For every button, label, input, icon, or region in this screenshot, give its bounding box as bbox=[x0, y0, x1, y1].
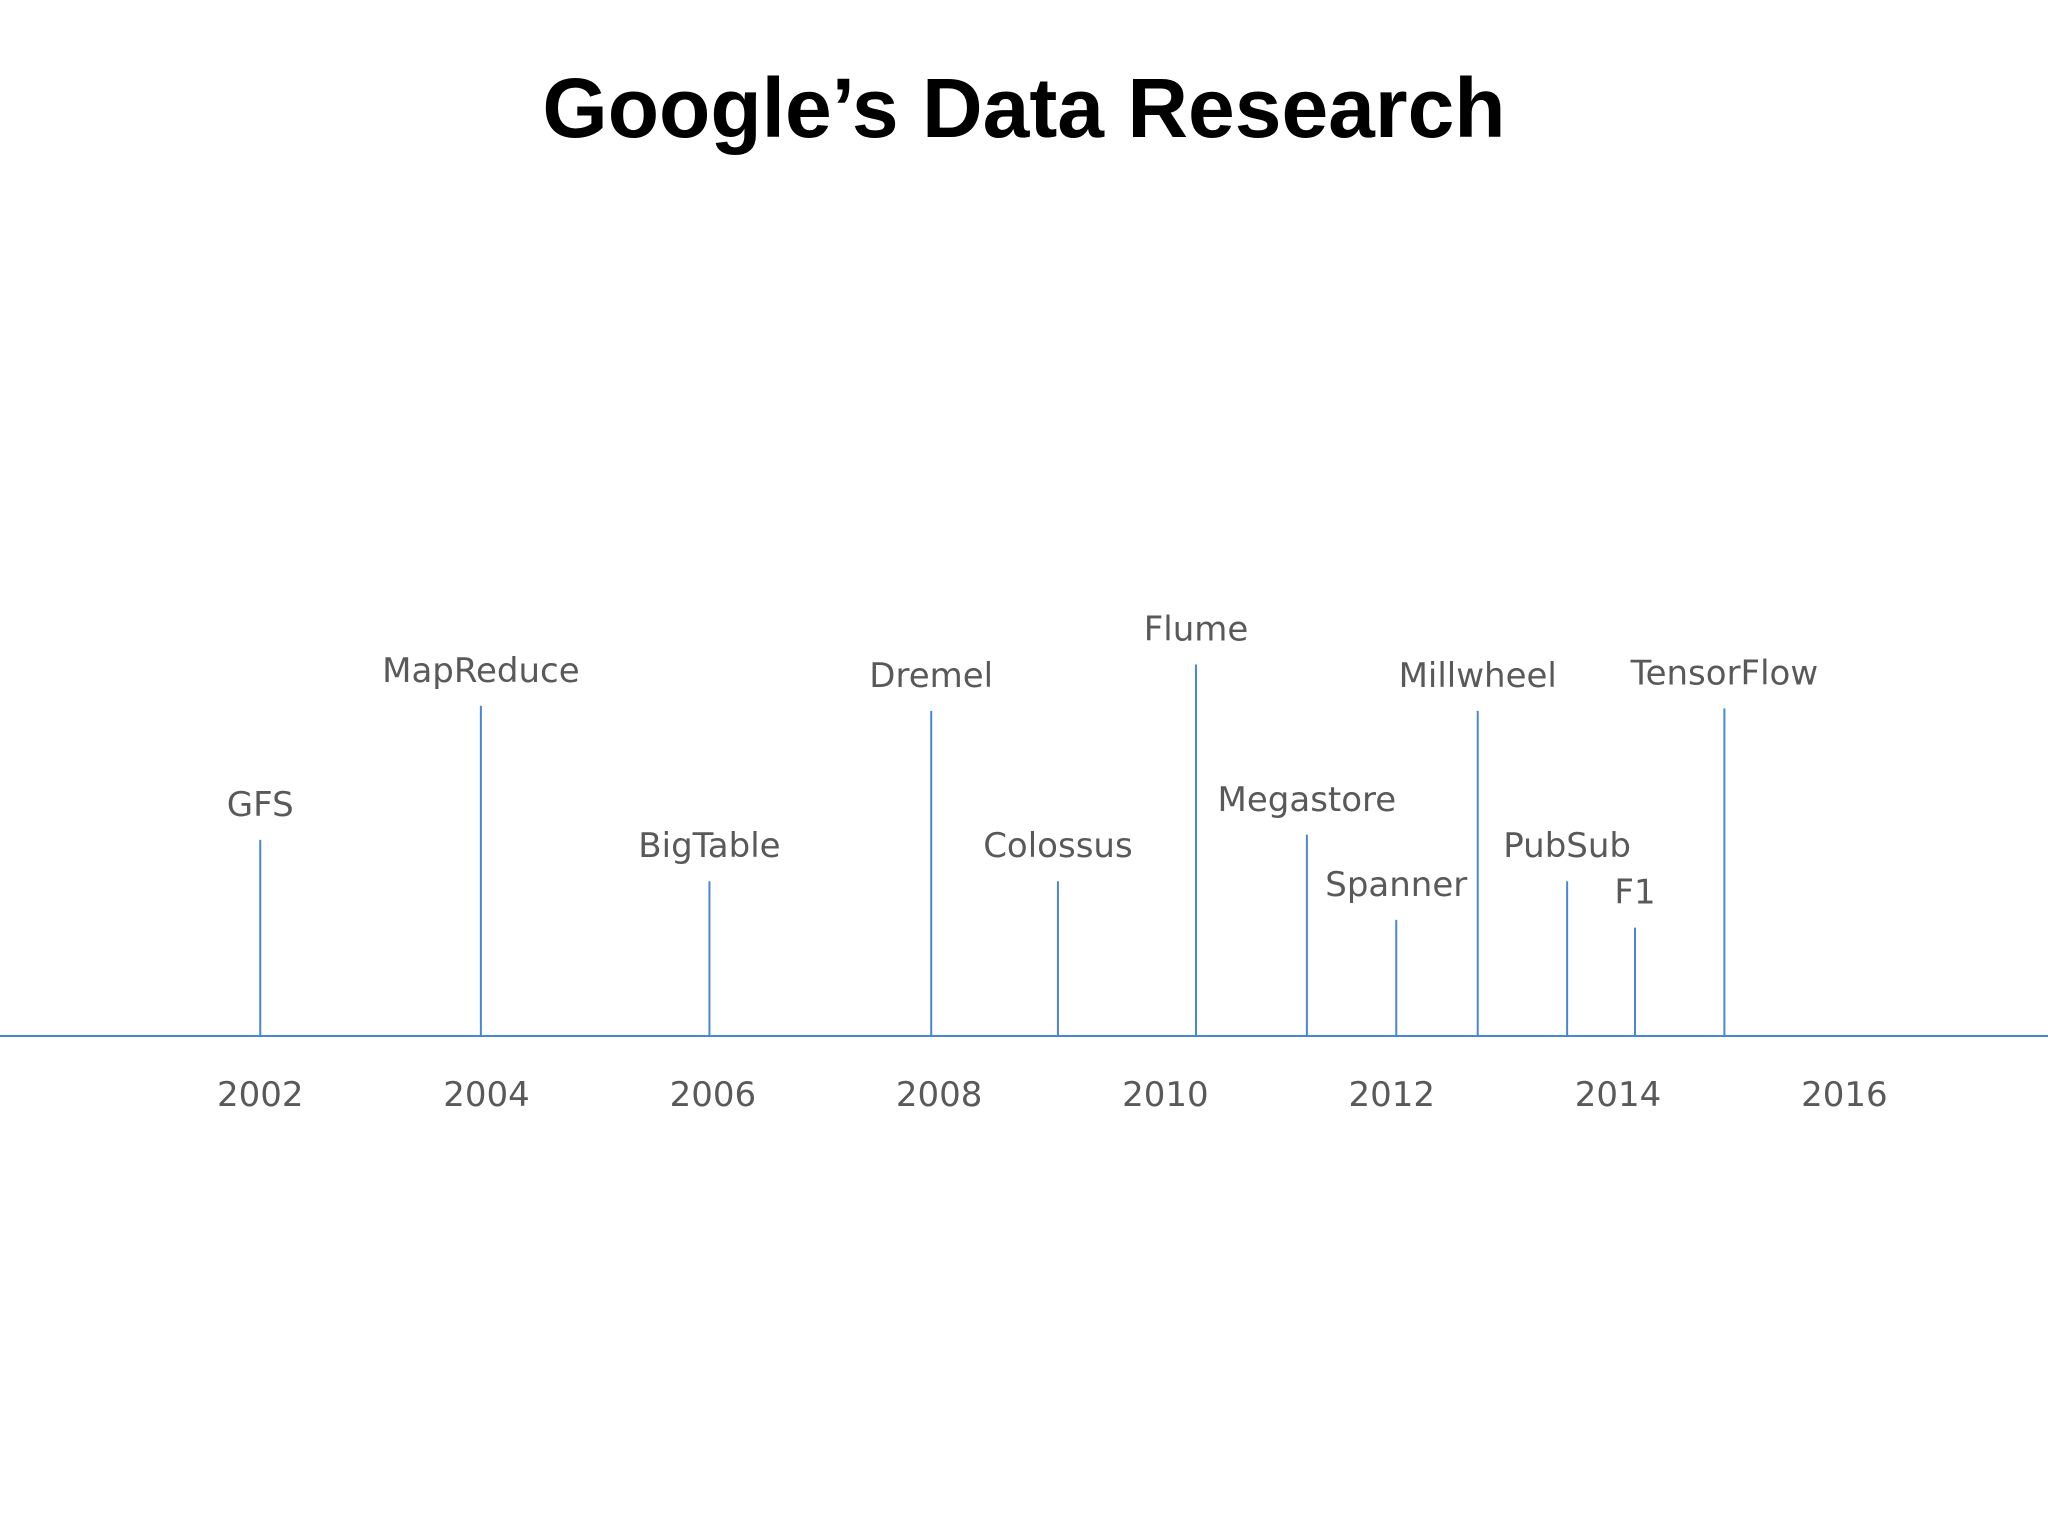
event-label-pubsub: PubSub bbox=[1503, 826, 1631, 866]
event-label-f1: F1 bbox=[1614, 873, 1655, 913]
event-label-flume: Flume bbox=[1144, 609, 1249, 649]
event-stems bbox=[259, 664, 1726, 1036]
event-label-megastore: Megastore bbox=[1218, 780, 1397, 820]
tick-label-2006: 2006 bbox=[670, 1075, 757, 1115]
tick-label-2004: 2004 bbox=[443, 1075, 530, 1115]
event-label-dremel: Dremel bbox=[869, 656, 993, 696]
event-label-bigtable: BigTable bbox=[638, 826, 780, 866]
tick-label-2002: 2002 bbox=[217, 1075, 304, 1115]
tick-label-2012: 2012 bbox=[1348, 1075, 1435, 1115]
tick-label-2014: 2014 bbox=[1575, 1075, 1662, 1115]
year-tick-labels: 2002 2004 2006 2008 2010 2012 2014 2016 bbox=[217, 1075, 1888, 1115]
event-labels: GFS MapReduce BigTable Dremel Colossus Flume M… bbox=[227, 609, 1818, 912]
event-label-millwheel: Millwheel bbox=[1399, 656, 1557, 696]
event-label-spanner: Spanner bbox=[1325, 865, 1467, 905]
tick-label-2010: 2010 bbox=[1122, 1075, 1209, 1115]
tick-label-2008: 2008 bbox=[896, 1075, 983, 1115]
event-label-gfs: GFS bbox=[227, 785, 294, 825]
tick-label-2016: 2016 bbox=[1801, 1075, 1888, 1115]
event-label-mapreduce: MapReduce bbox=[382, 651, 580, 691]
event-label-colossus: Colossus bbox=[983, 826, 1132, 866]
event-label-tensorflow: TensorFlow bbox=[1630, 653, 1819, 693]
chart-title: Google’s Data Research bbox=[542, 61, 1506, 155]
